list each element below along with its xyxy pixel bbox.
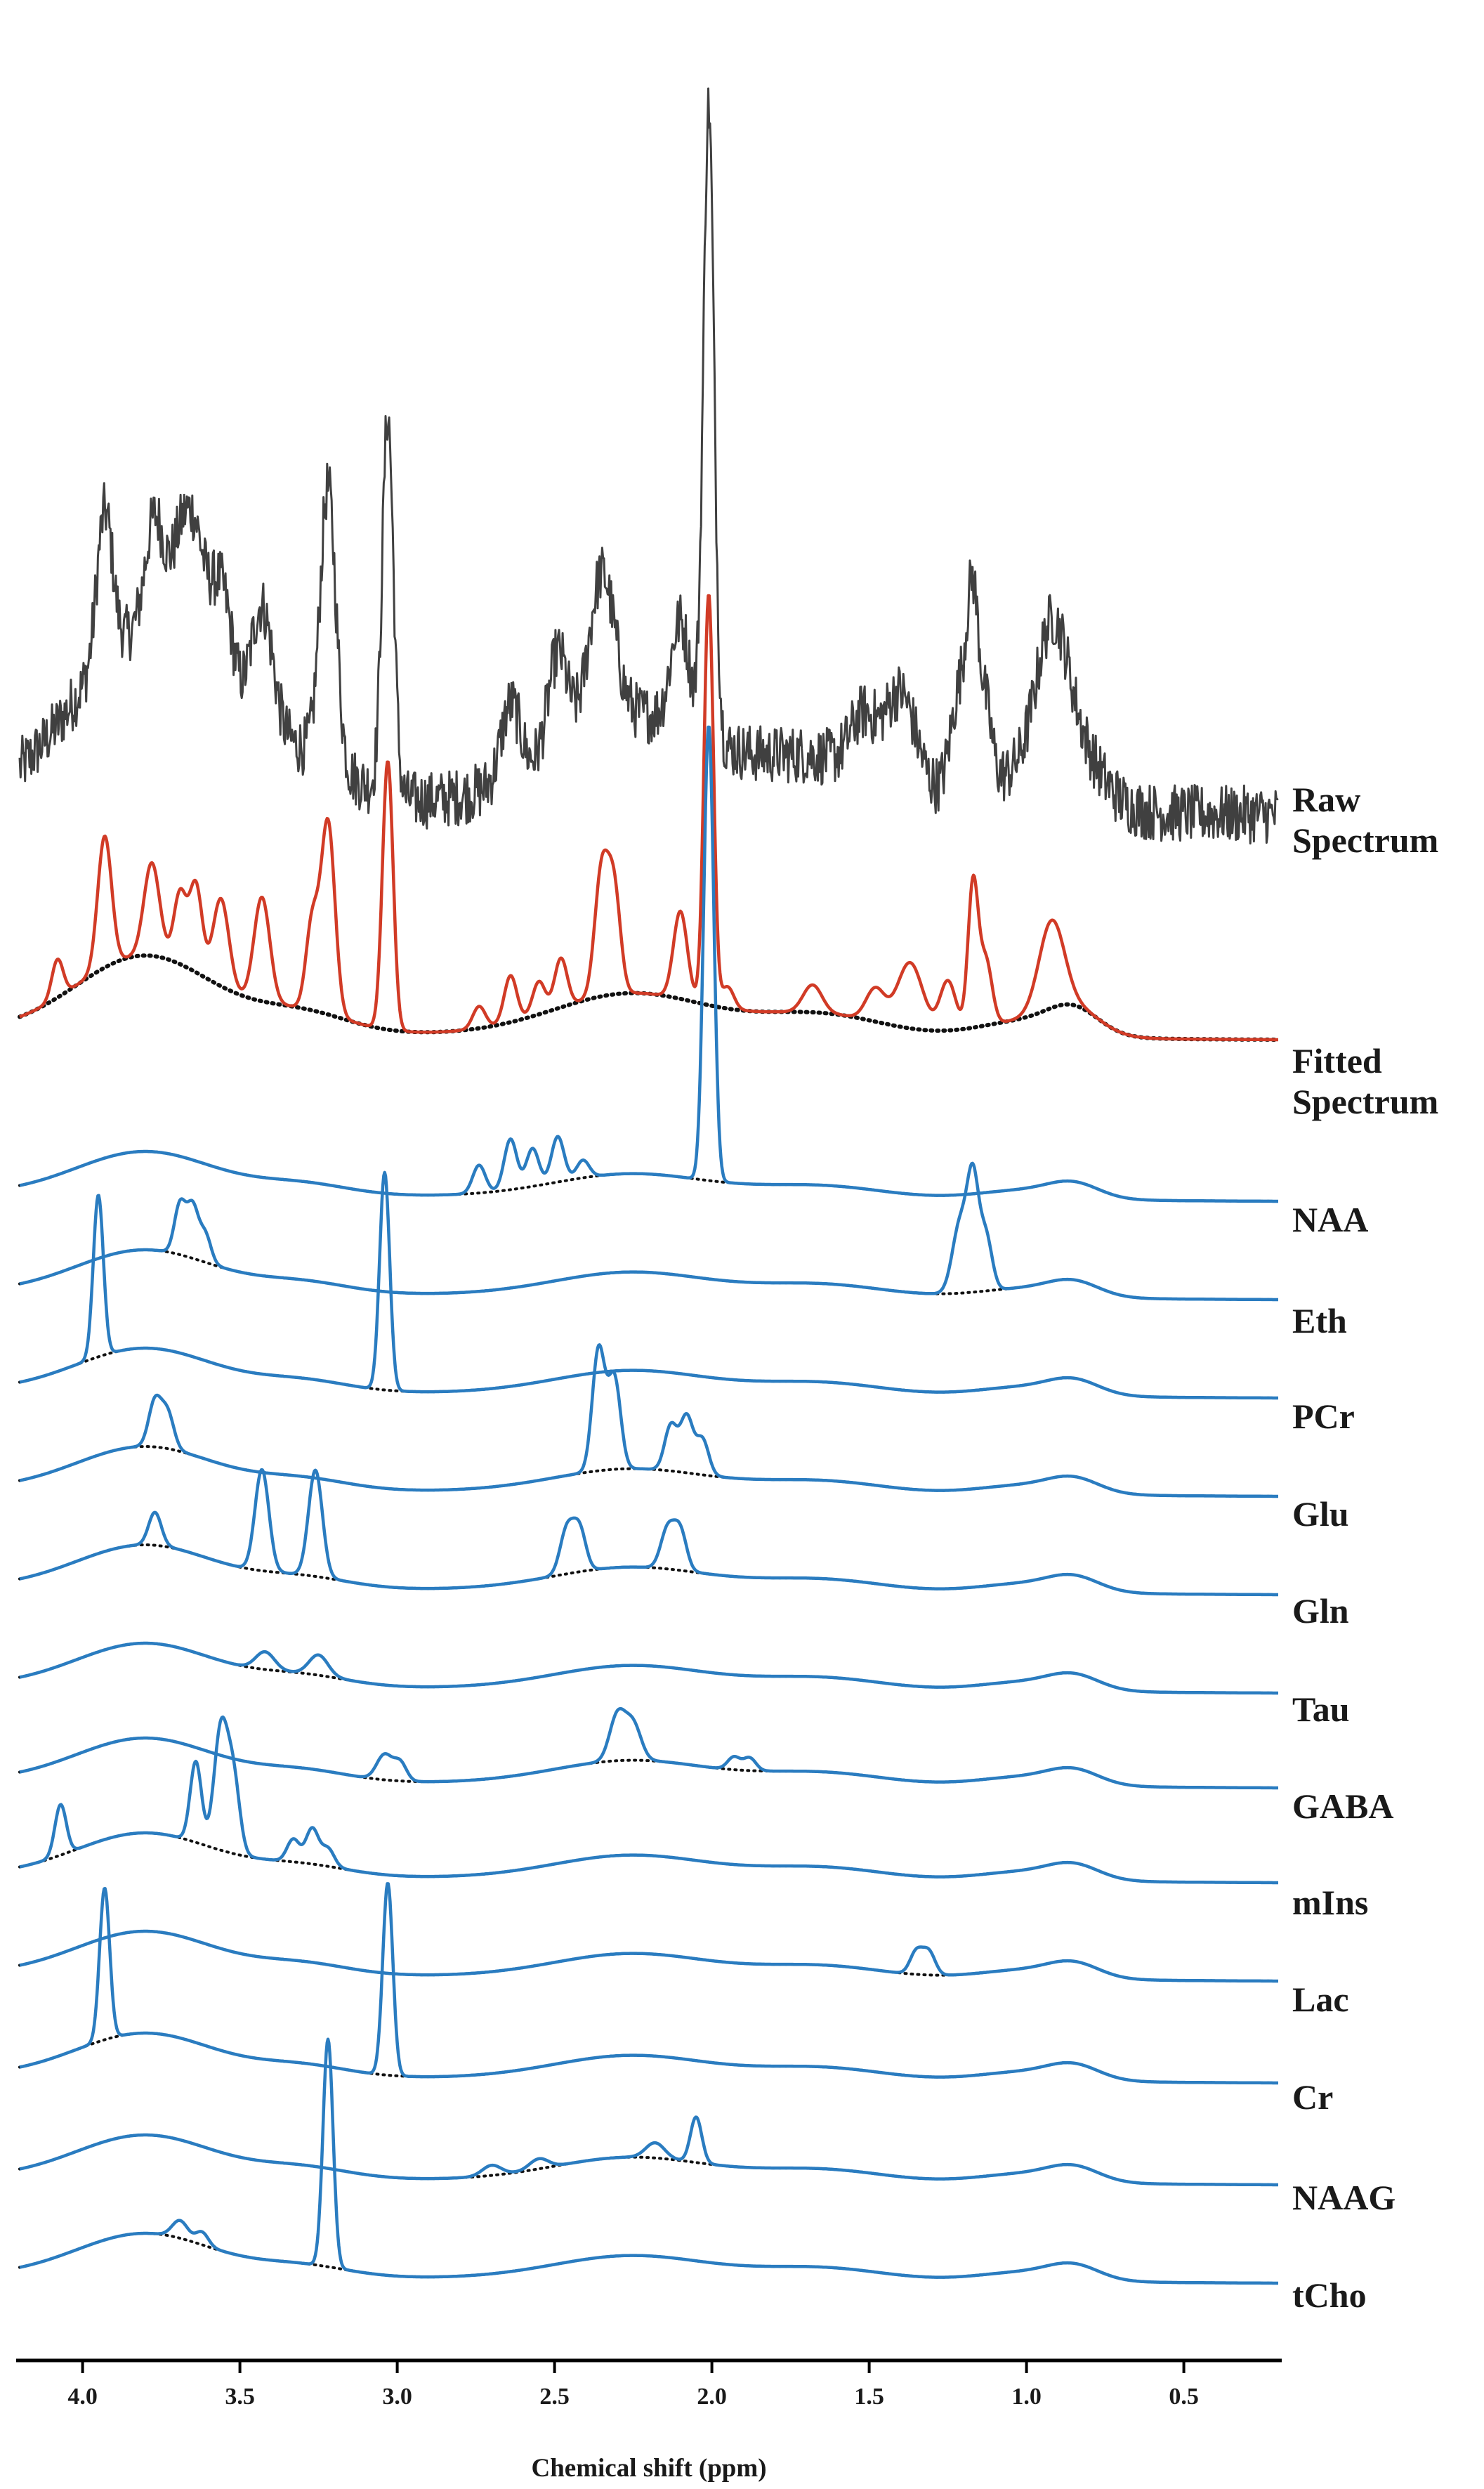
x-tick-label: 3.5 [225, 2384, 255, 2410]
series-label-glu: Glu [1292, 1494, 1349, 1534]
baseline-tau [18, 1642, 1280, 1694]
x-tick-label: 1.0 [1011, 2384, 1042, 2410]
series-label-tau: Tau [1292, 1690, 1350, 1729]
x-tick-label: 2.5 [539, 2384, 570, 2410]
trace-naag [19, 2115, 1279, 2187]
trace-mins [19, 1715, 1279, 1885]
series-label-eth: Eth [1292, 1301, 1347, 1340]
traces-group [18, 87, 1280, 2285]
baseline-glu [18, 1445, 1280, 1498]
baseline-fitted-spectrum [18, 953, 1280, 1042]
series-label-fitted-spectrum-line2: Spectrum [1292, 1082, 1438, 1121]
series-label-lac: Lac [1292, 1980, 1349, 2019]
x-tick-label: 0.5 [1169, 2384, 1199, 2410]
trace-lac [19, 1929, 1279, 1983]
series-labels: RawSpectrumFittedSpectrumNAAEthPCrGluGln… [1292, 780, 1438, 2315]
trace-eth [19, 1161, 1279, 1302]
series-label-raw-spectrum-line2: Spectrum [1292, 821, 1438, 860]
trace-pcr [19, 1170, 1279, 1400]
x-tick-label: 4.0 [67, 2384, 98, 2410]
baseline-mins [18, 1831, 1280, 1884]
trace-fitted-spectrum [19, 594, 1279, 1042]
trace-gaba [19, 1706, 1279, 1790]
series-label-naa: NAA [1292, 1200, 1368, 1239]
x-axis-title: Chemical shift (ppm) [531, 2454, 766, 2483]
series-label-cr: Cr [1292, 2077, 1333, 2117]
baseline-naag [18, 2134, 1280, 2186]
trace-tcho [19, 2037, 1279, 2285]
trace-naa [19, 725, 1279, 1203]
series-label-gln: Gln [1292, 1591, 1349, 1631]
trace-cr [19, 1882, 1279, 2085]
trace-raw-spectrum [18, 87, 1279, 845]
baseline-eth [18, 1248, 1280, 1301]
x-tick-label: 2.0 [697, 2384, 727, 2410]
series-label-tcho: tCho [1292, 2275, 1367, 2315]
series-label-fitted-spectrum-line1: Fitted [1292, 1041, 1382, 1080]
series-label-raw-spectrum-line1: Raw [1292, 780, 1360, 819]
x-axis: 4.0 3.5 3.0 2.5 2.0 1.5 1.0 0.5 Chemical shift … [16, 2358, 1282, 2483]
trace-tau [19, 1641, 1279, 1695]
baseline-cr [18, 2032, 1280, 2084]
x-tick-label: 1.5 [854, 2384, 884, 2410]
series-label-naag: NAAG [1292, 2178, 1396, 2217]
x-tick-label: 3.0 [382, 2384, 412, 2410]
trace-gln [19, 1468, 1279, 1597]
trace-glu [19, 1343, 1279, 1498]
series-label-gaba: GABA [1292, 1786, 1393, 1826]
baseline-gaba [18, 1737, 1280, 1789]
x-axis-ticks: 4.0 3.5 3.0 2.5 2.0 1.5 1.0 0.5 [67, 2360, 1199, 2410]
baseline-lac [18, 1930, 1280, 1982]
series-label-pcr: PCr [1292, 1397, 1355, 1436]
baseline-naa [18, 1150, 1280, 1203]
baseline-pcr [18, 1347, 1280, 1399]
series-label-mins: mIns [1292, 1883, 1368, 1922]
baseline-gln [18, 1543, 1280, 1596]
